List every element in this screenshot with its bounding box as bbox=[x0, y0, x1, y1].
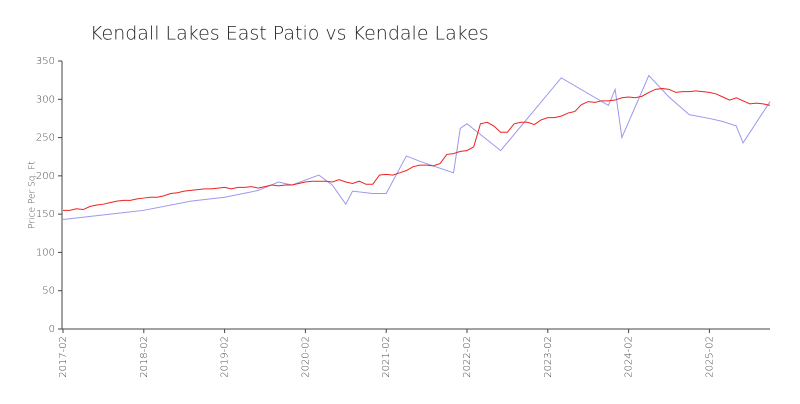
chart-title: Kendall Lakes East Patio vs Kendale Lake… bbox=[90, 23, 489, 45]
x-tick-label: 2021-02 bbox=[381, 336, 392, 378]
x-tick-label: 2018-02 bbox=[139, 336, 150, 378]
y-axis-label: Price Per Sq. Ft bbox=[28, 161, 38, 229]
y-tick-label: 250 bbox=[36, 133, 55, 144]
y-tick-label: 50 bbox=[42, 286, 55, 297]
y-tick-label: 200 bbox=[36, 171, 55, 182]
y-tick-label: 300 bbox=[36, 94, 55, 105]
x-tick-label: 2019-02 bbox=[220, 336, 231, 378]
series-line bbox=[63, 88, 771, 211]
y-tick-label: 0 bbox=[49, 324, 55, 335]
x-tick-label: 2024-02 bbox=[624, 336, 635, 378]
x-tick-label: 2025-02 bbox=[704, 336, 715, 378]
series-line bbox=[62, 74, 771, 220]
y-tick-label: 150 bbox=[36, 209, 55, 220]
x-tick-label: 2020-02 bbox=[300, 336, 311, 378]
y-tick-label: 350 bbox=[36, 56, 55, 67]
x-tick-label: 2017-02 bbox=[58, 336, 69, 378]
x-tick-label: 2022-02 bbox=[462, 336, 473, 378]
x-tick-label: 2023-02 bbox=[543, 336, 554, 378]
y-tick-label: 100 bbox=[36, 247, 55, 258]
